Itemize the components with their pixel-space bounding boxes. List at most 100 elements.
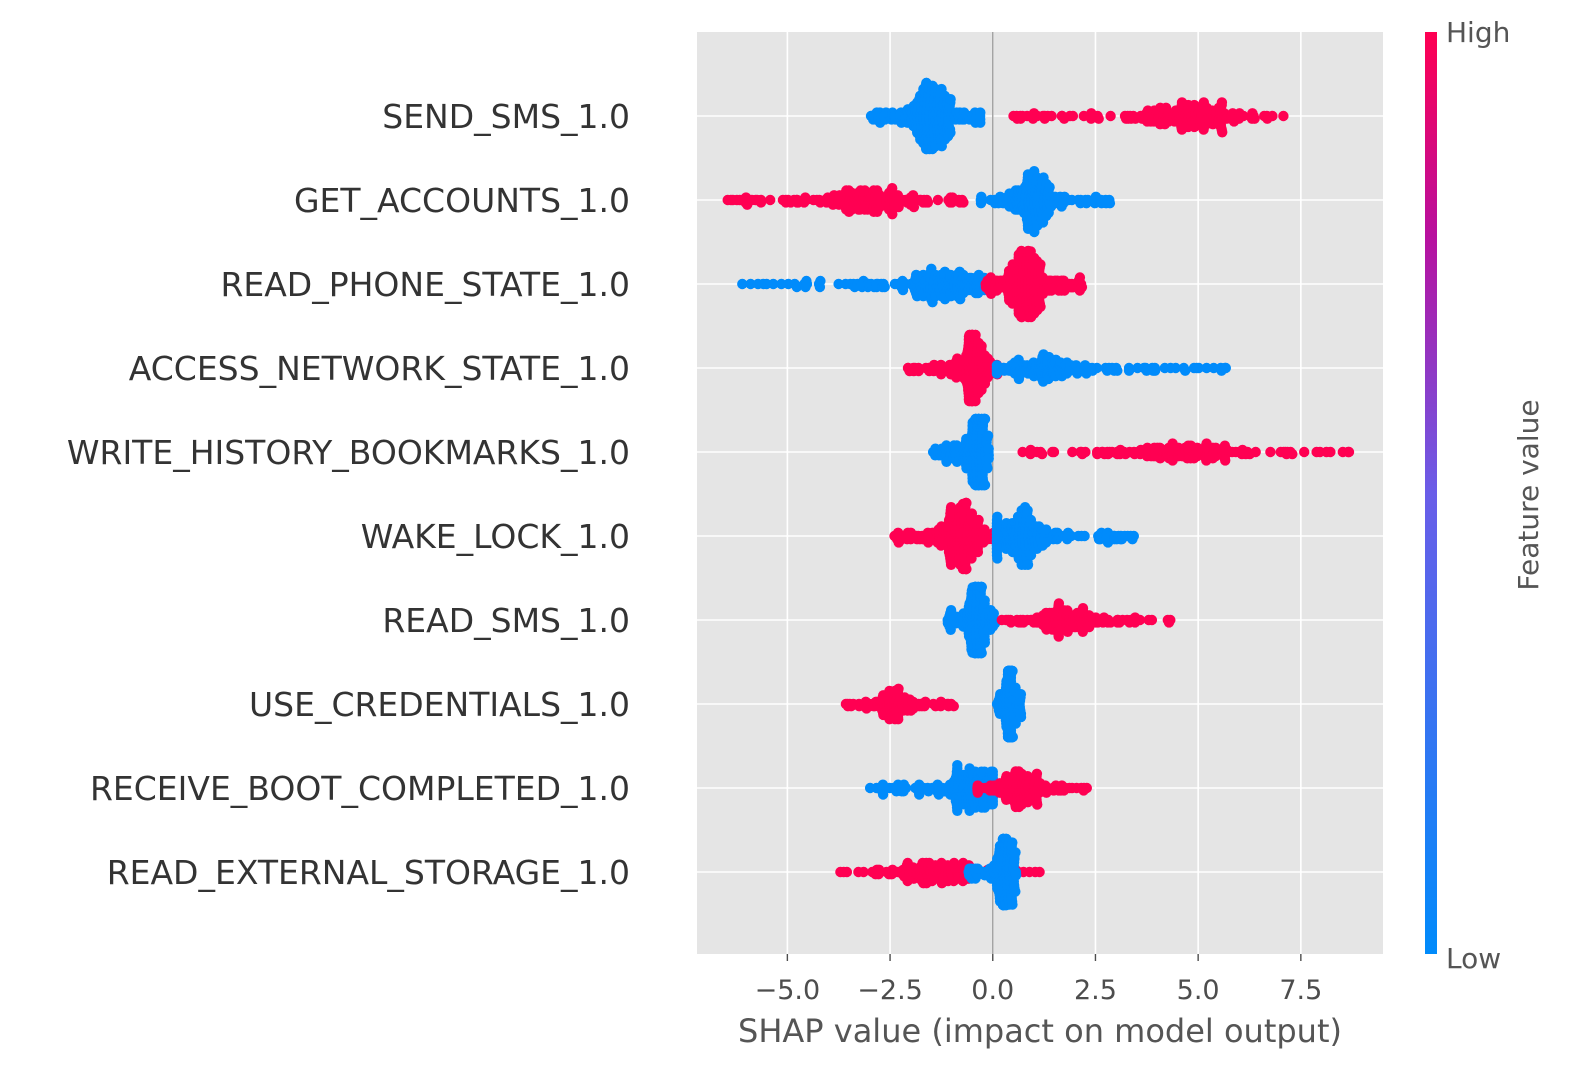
shap-point-8-1-146	[1031, 768, 1043, 779]
shap-point-6-1-164	[1134, 614, 1146, 626]
feature-label-3: ACCESS_NETWORK_STATE_1.0	[129, 349, 630, 388]
shap-point-2-0-5	[768, 278, 779, 290]
shap-point-4-1-14	[1080, 446, 1091, 458]
shap-point-5-0-211	[973, 514, 984, 526]
shap-point-2-1-212	[1035, 259, 1046, 270]
shap-point-3-1-135	[1112, 365, 1123, 376]
shap-point-3-1-145	[1149, 365, 1161, 376]
shap-point-2-0-0	[737, 278, 748, 290]
shap-point-2-0-16	[815, 275, 826, 287]
feature-label-4: WRITE_HISTORY_BOOKMARKS_1.0	[67, 433, 630, 472]
shap-point-7-1-158	[1015, 689, 1027, 700]
shap-point-1-0-209	[932, 194, 944, 206]
shap-point-3-1-153	[1193, 362, 1205, 374]
shap-point-9-1-154	[1007, 899, 1018, 910]
shap-point-7-1-134	[1007, 665, 1018, 677]
shap-point-2-0-37	[879, 281, 890, 293]
shap-point-5-0-166	[961, 497, 972, 509]
shap-point-9-0-4	[858, 866, 869, 878]
shap-point-7-0-129	[920, 696, 931, 707]
shap-point-0-1-26	[1093, 113, 1104, 124]
shap-point-5-1-179	[1041, 524, 1052, 535]
x-tick-label-0: −5.0	[755, 975, 821, 1006]
shap-point-3-0-138	[970, 329, 981, 341]
shap-point-1-1-3	[977, 194, 988, 206]
shap-point-5-1-195	[1079, 530, 1090, 542]
shap-point-0-1-15	[1046, 110, 1057, 122]
shap-point-0-0-235	[945, 94, 956, 105]
shap-point-1-1-199	[1104, 198, 1116, 209]
shap-point-8-0-62	[952, 760, 963, 771]
shap-point-1-0-175	[887, 183, 898, 194]
shap-point-8-0-17	[900, 782, 912, 794]
colorbar	[1425, 32, 1437, 954]
shap-point-4-0-194	[982, 463, 993, 474]
shap-point-8-0-6	[877, 789, 889, 800]
shap-point-0-0-259	[975, 117, 986, 128]
shap-point-0-1-218	[1267, 110, 1278, 122]
shap-point-4-0-199	[983, 453, 994, 464]
shap-point-8-1-147	[1032, 799, 1043, 810]
shap-point-9-0-199	[1034, 866, 1045, 878]
shap-point-5-0-192	[966, 508, 978, 519]
colorbar-high-label: High	[1446, 16, 1510, 49]
colorbar-low-label: Low	[1446, 942, 1501, 975]
shap-point-8-0-188	[987, 799, 998, 810]
shap-point-2-0-1	[745, 278, 756, 290]
feature-label-5: WAKE_LOCK_1.0	[361, 517, 630, 556]
shap-point-0-0-234	[945, 127, 956, 138]
shap-point-3-0-170	[976, 340, 987, 352]
shap-point-4-0-198	[983, 443, 994, 454]
shap-point-0-1-194	[1217, 127, 1228, 138]
shap-point-8-0-189	[987, 766, 998, 777]
shap-point-4-0-183	[979, 479, 991, 491]
shap-point-4-1-7	[1036, 448, 1048, 460]
feature-label-8: RECEIVE_BOOT_COMPLETED_1.0	[90, 769, 630, 808]
shap-point-3-1-159	[1220, 362, 1232, 374]
shap-point-6-0-145	[976, 581, 987, 593]
shap-point-4-0-195	[982, 430, 994, 441]
shap-point-9-1-153	[1007, 837, 1018, 848]
shap-point-7-0-92	[893, 714, 904, 725]
shap-point-9-0-2	[841, 866, 853, 878]
shap-point-6-0-159	[979, 637, 990, 648]
shap-point-1-0-208	[922, 197, 934, 208]
feature-label-2: READ_PHONE_STATE_1.0	[220, 265, 630, 304]
shap-point-6-1-127	[1077, 603, 1089, 614]
x-tick-label-2: 0.0	[971, 975, 1014, 1006]
shap-point-9-1-167	[1010, 847, 1021, 858]
shap-point-5-1-192	[1066, 530, 1077, 542]
shap-point-5-0-191	[966, 553, 977, 564]
shap-point-7-0-93	[893, 683, 904, 694]
shap-point-9-1-166	[1010, 886, 1021, 897]
shap-point-1-0-176	[887, 209, 898, 220]
shap-point-1-0-219	[958, 197, 969, 208]
shap-point-5-1-133	[1022, 559, 1034, 570]
shap-point-7-0-139	[948, 701, 959, 712]
feature-label-0: SEND_SMS_1.0	[382, 97, 630, 136]
shap-point-5-0-210	[972, 546, 984, 558]
shap-point-4-0-184	[979, 413, 991, 425]
shap-point-4-1-183	[1250, 446, 1261, 458]
shap-point-1-0-15	[755, 197, 767, 208]
shap-points	[722, 77, 1355, 911]
shap-point-5-0-165	[961, 563, 972, 575]
shap-point-0-0-258	[975, 107, 986, 118]
shap-point-6-1-169	[1165, 614, 1176, 626]
shap-point-6-1-66	[1053, 598, 1065, 609]
feature-labels: SEND_SMS_1.0 GET_ACCOUNTS_1.0 READ_PHONE_S…	[67, 97, 630, 892]
colorbar-title: Feature value	[1512, 399, 1545, 590]
shap-point-4-1-9	[1048, 446, 1060, 458]
shap-point-0-1-209	[1238, 110, 1249, 122]
feature-label-9: READ_EXTERNAL_STORAGE_1.0	[107, 853, 630, 892]
shap-point-3-1-128	[1091, 362, 1103, 374]
shap-point-8-1-179	[1081, 782, 1093, 794]
shap-point-3-1-137	[1123, 365, 1135, 376]
shap-point-3-0-137	[970, 395, 981, 407]
x-tick-label-3: 2.5	[1074, 975, 1117, 1006]
shap-point-6-1-65	[1053, 631, 1064, 642]
shap-point-5-1-219	[1128, 530, 1140, 542]
x-tick-label-5: 7.5	[1279, 975, 1322, 1006]
